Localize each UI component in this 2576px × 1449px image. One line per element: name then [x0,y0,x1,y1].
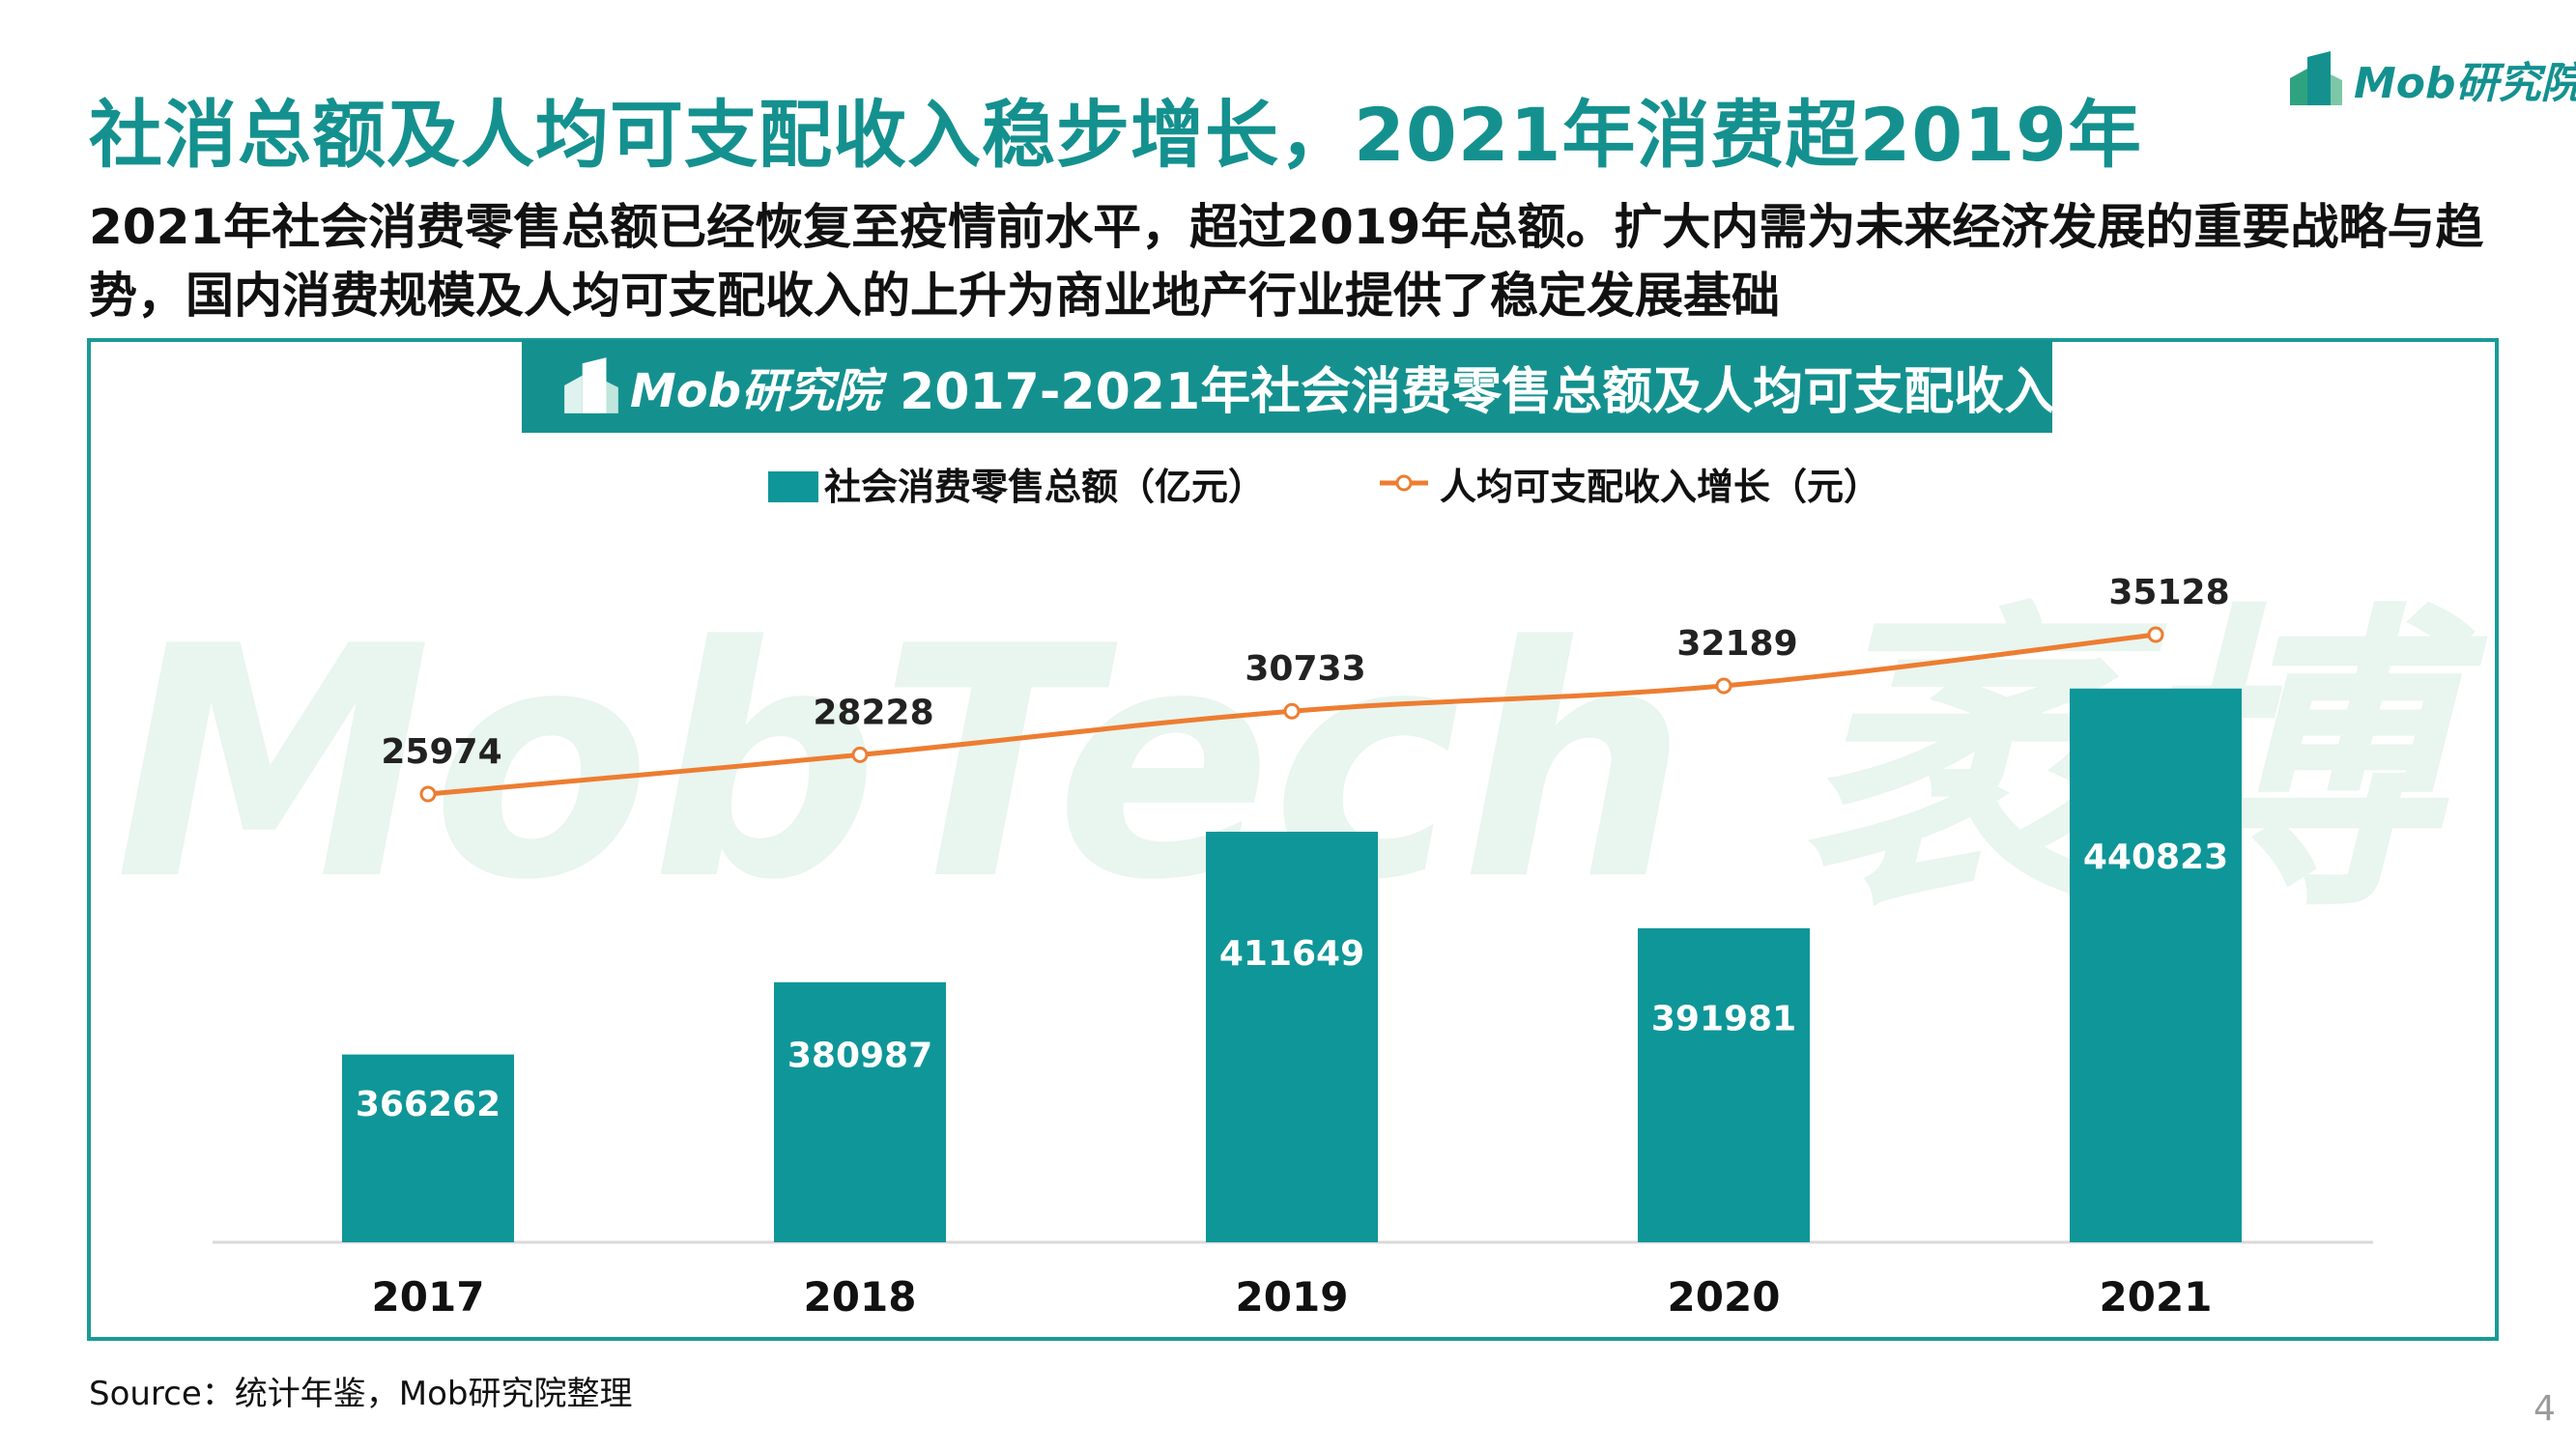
legend-marker [1395,474,1413,492]
bar [2070,688,2242,1242]
legend-label-line: 人均可支配收入增长（元） [1440,466,1880,508]
page-title: 社消总额及人均可支配收入稳步增长，2021年消费超2019年 [89,92,2143,178]
x-tick-label: 2021 [2100,1273,2213,1321]
brand-logo: Mob研究院 [2286,46,2576,112]
line-value-label: 30733 [1245,649,1365,689]
bar [1206,832,1378,1242]
bar-value-label: 440823 [2083,838,2228,877]
brand-name: Mob研究院 [2354,59,2576,108]
building-icon [564,357,618,413]
page-subtitle: 2021年社会消费零售总额已经恢复至疫情前水平，超过2019年总额。扩大内需为未… [89,199,2484,324]
bar-value-label: 380987 [787,1036,932,1075]
bar-value-label: 391981 [1651,1000,1796,1039]
x-tick-label: 2018 [804,1273,917,1321]
line-value-label: 35128 [2108,573,2229,612]
legend-swatch-bar [768,471,818,502]
page-number: 4 [2533,1389,2556,1429]
line-point [1715,677,1732,695]
x-tick-label: 2020 [1668,1273,1781,1321]
bar [1638,927,1810,1242]
legend-label-bar: 社会消费零售总额（亿元） [824,466,1265,508]
bar [774,981,946,1242]
line-point [419,785,437,803]
source-note: Source：统计年鉴，Mob研究院整理 [89,1375,633,1413]
banner-logo: Mob研究院 [560,353,880,420]
line-point [2147,626,2164,643]
line-point [1283,702,1301,720]
bar-value-label: 366262 [356,1085,501,1124]
x-tick-label: 2019 [1236,1273,1349,1321]
bar [342,1054,514,1242]
chart-banner: Mob研究院 2017-2021年社会消费零售总额及人均可支配收入 [522,340,2055,433]
line-value-label: 32189 [1676,624,1797,664]
banner-logo-text: Mob研究院 [630,364,881,418]
x-tick-label: 2017 [372,1273,485,1321]
line-point [851,746,869,763]
line-value-label: 28228 [813,693,933,732]
bar-value-label: 411649 [1219,934,1364,974]
chart-title: 2017-2021年社会消费零售总额及人均可支配收入 [900,362,2055,421]
building-icon [2290,51,2342,105]
line-value-label: 25974 [381,732,501,772]
